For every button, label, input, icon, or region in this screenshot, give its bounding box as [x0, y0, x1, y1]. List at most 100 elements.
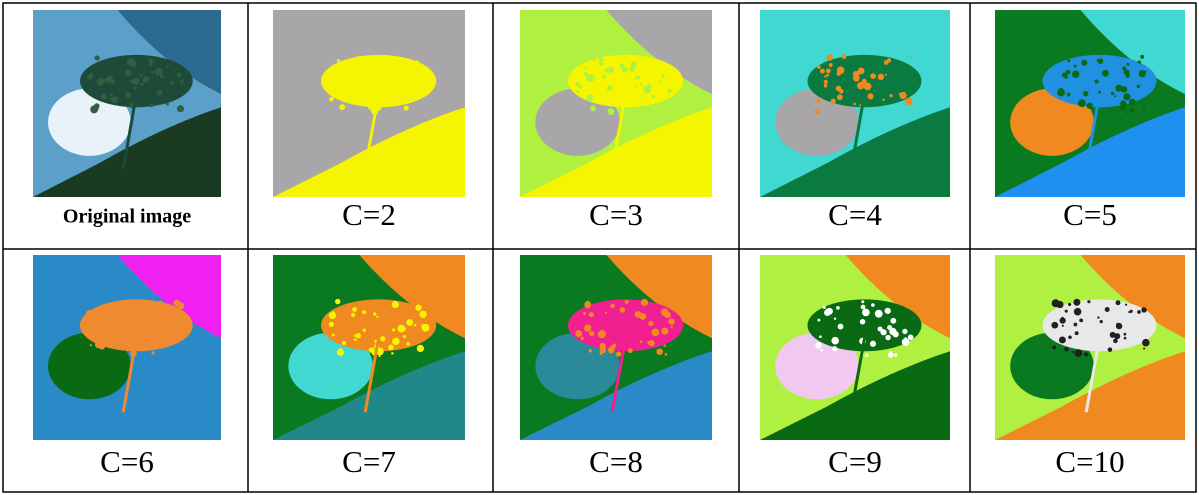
image-speckle	[180, 80, 183, 83]
image-speckle	[86, 310, 94, 318]
image-speckle	[1125, 304, 1127, 306]
segmentation-image	[273, 10, 465, 197]
image-speckle	[1094, 79, 1098, 83]
image-speckle	[870, 341, 876, 347]
image-speckle	[865, 353, 869, 357]
image-speckle	[834, 317, 836, 319]
image-speckle	[1065, 70, 1070, 75]
image-speckle	[403, 335, 406, 338]
image-speckle	[905, 98, 913, 106]
image-speckle	[400, 98, 405, 103]
image-speckle	[134, 321, 141, 328]
image-speckle	[658, 302, 660, 304]
image-speckle	[370, 75, 375, 80]
image-speckle	[151, 305, 158, 312]
image-speckle	[99, 306, 102, 309]
image-speckle	[391, 352, 394, 355]
image-speckle	[329, 312, 336, 319]
image-speckle	[610, 304, 615, 309]
image-speckle	[826, 54, 832, 60]
image-speckle	[392, 301, 399, 308]
image-speckle	[368, 104, 373, 109]
image-speckle	[636, 76, 640, 80]
image-speckle	[899, 92, 901, 94]
image-speckle	[1113, 339, 1118, 344]
image-speckle	[1102, 70, 1109, 77]
image-speckle	[861, 300, 864, 303]
image-speckle	[376, 316, 378, 318]
image-speckle	[173, 333, 181, 341]
image-speckle	[114, 338, 119, 343]
image-speckle	[394, 65, 397, 68]
image-speckle	[332, 334, 335, 337]
image-speckle	[836, 306, 840, 310]
image-speckle	[424, 92, 427, 95]
image-speckle	[1072, 351, 1074, 353]
image-speckle	[367, 82, 373, 88]
image-speckle	[820, 69, 825, 74]
image-speckle	[166, 103, 169, 106]
image-speckle	[380, 336, 385, 341]
figure-table: Original imageC=2C=3C=4C=5C=6C=7C=8C=9C=…	[0, 0, 1199, 495]
image-speckle	[661, 328, 668, 335]
image-speckle	[885, 74, 887, 76]
image-speckle	[631, 107, 633, 109]
image-speckle	[1127, 63, 1130, 66]
image-speckle	[397, 325, 405, 333]
image-speckle	[404, 105, 409, 110]
segmentation-image	[520, 10, 712, 197]
image-speckle	[638, 107, 645, 114]
image-speckle	[600, 347, 606, 353]
image-speckle	[142, 335, 147, 340]
image-speckle	[125, 92, 131, 98]
image-speckle	[1083, 91, 1088, 96]
image-speckle	[661, 108, 665, 112]
image-speckle	[1123, 93, 1130, 100]
image-speckle	[577, 90, 580, 93]
image-speckle	[652, 95, 656, 99]
image-speckle	[641, 299, 648, 306]
image-speckle	[824, 75, 826, 77]
caption: Original image	[63, 206, 191, 228]
image-speckle	[336, 63, 341, 68]
image-speckle	[170, 312, 173, 315]
image-speckle	[831, 337, 839, 345]
image-speckle	[619, 307, 625, 313]
image-speckle	[668, 318, 674, 324]
image-speckle	[665, 353, 668, 356]
image-speckle	[842, 54, 847, 59]
image-speckle	[354, 334, 357, 337]
image-speckle	[120, 321, 126, 327]
image-speckle	[351, 313, 355, 317]
image-speckle	[406, 342, 409, 345]
image-speckle	[899, 92, 906, 99]
image-speckle	[166, 65, 168, 67]
image-speckle	[329, 97, 334, 102]
image-speckle	[1130, 310, 1133, 313]
image-speckle	[155, 68, 163, 76]
image-speckle	[630, 66, 636, 72]
image-speckle	[889, 328, 896, 335]
image-speckle	[378, 355, 380, 357]
image-speckle	[647, 341, 650, 344]
image-speckle	[415, 84, 420, 89]
image-speckle	[1065, 310, 1068, 313]
image-speckle	[1124, 337, 1127, 340]
image-speckle	[406, 319, 413, 326]
caption: C=10	[1055, 444, 1124, 479]
image-speckle	[177, 105, 184, 112]
caption: C=3	[589, 197, 643, 232]
image-speckle	[583, 312, 586, 315]
image-speckle	[640, 83, 643, 86]
image-speckle	[581, 337, 584, 340]
image-speckle	[832, 346, 837, 351]
image-speckle	[1074, 308, 1082, 316]
image-speckle	[667, 89, 670, 92]
image-speckle	[124, 314, 130, 320]
image-speckle	[146, 313, 151, 318]
image-speckle	[589, 312, 594, 317]
image-speckle	[862, 309, 870, 317]
segmentation-image	[33, 255, 221, 440]
image-speckle	[422, 324, 430, 332]
image-speckle	[130, 60, 137, 67]
